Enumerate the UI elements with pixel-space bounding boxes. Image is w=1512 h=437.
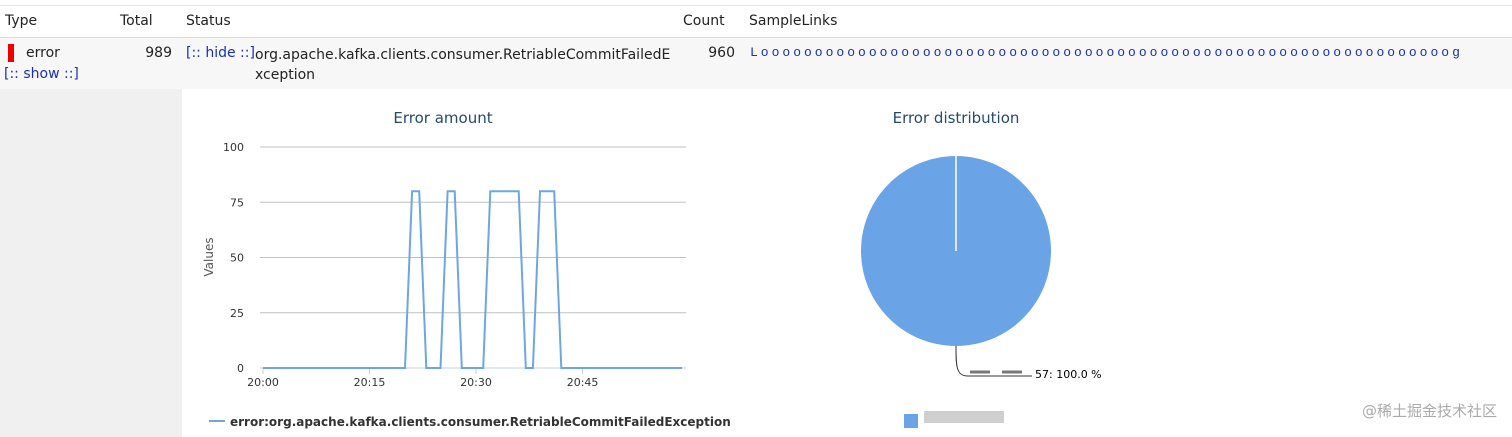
y-tick-label: 100 (223, 141, 244, 154)
type-marker (8, 44, 14, 62)
y-tick-label: 75 (230, 196, 244, 209)
status: org.apache.kafka.clients.consumer.Retria… (255, 47, 671, 83)
row-bg (0, 38, 1512, 89)
legend-label: error:org.apache.kafka.clients.consumer.… (230, 415, 731, 429)
label-connector (955, 345, 1032, 377)
x-tick-label: 20:30 (460, 376, 492, 389)
header-cell: SampleLinks (749, 13, 838, 29)
type: error (26, 45, 60, 61)
header-cell: Status (186, 13, 231, 29)
count: 960 (708, 45, 735, 61)
sample-link[interactable]: Looooooooooooooooooooooooooooooooooooooo… (750, 45, 1463, 60)
y-tick-label: 50 (230, 252, 244, 265)
left-column-bg (0, 89, 182, 437)
x-tick-label: 20:00 (247, 376, 279, 389)
header-cell: Count (683, 13, 725, 29)
y-tick-label: 25 (230, 307, 244, 320)
x-tick-label: 20:15 (354, 376, 386, 389)
show-toggle[interactable]: [:: show ::] (4, 66, 79, 82)
top-rule (0, 5, 1512, 6)
pie-legend-swatch (904, 414, 918, 428)
total: 989 (145, 45, 172, 61)
header-rule (0, 37, 1512, 38)
chart-title: Error amount (393, 109, 492, 127)
watermark: @稀土掘金技术社区 (1362, 402, 1497, 420)
blurred-legend (924, 411, 1004, 423)
slice-label: 57: 100.0 % (1035, 368, 1102, 381)
y-axis-label: Values (202, 237, 216, 276)
x-tick-label: 20:45 (567, 376, 599, 389)
data-line (263, 190, 682, 369)
chart-title: Error distribution (893, 109, 1020, 127)
hide-toggle[interactable]: [:: hide ::] (186, 45, 255, 61)
y-tick-label: 0 (237, 362, 244, 375)
header-cell: Total (120, 13, 153, 29)
header-cell: Type (5, 13, 38, 29)
